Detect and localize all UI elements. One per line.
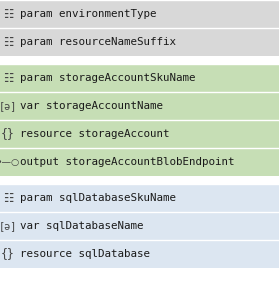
Bar: [0, 92, 279, 120]
Text: [ə]: [ə]: [0, 101, 17, 111]
Text: var storageAccountName: var storageAccountName: [20, 101, 163, 111]
Bar: [0, 184, 279, 212]
Text: ☷: ☷: [3, 72, 13, 84]
Text: resource sqlDatabase: resource sqlDatabase: [20, 249, 150, 259]
Text: param environmentType: param environmentType: [20, 9, 157, 19]
Text: output storageAccountBlobEndpoint: output storageAccountBlobEndpoint: [20, 157, 235, 167]
Text: resource storageAccount: resource storageAccount: [20, 129, 170, 139]
Bar: [0, 176, 279, 184]
Text: {}: {}: [1, 248, 15, 260]
Text: [ə]: [ə]: [0, 221, 17, 231]
Bar: [0, 64, 279, 92]
Bar: [0, 240, 279, 268]
Text: ☷: ☷: [3, 36, 13, 49]
Bar: [0, 56, 279, 64]
Text: ☷: ☷: [3, 8, 13, 20]
Text: ☷: ☷: [3, 191, 13, 205]
Text: {}: {}: [1, 127, 15, 141]
Text: var sqlDatabaseName: var sqlDatabaseName: [20, 221, 143, 231]
Text: •—○: •—○: [0, 157, 20, 166]
Bar: [0, 212, 279, 240]
Text: param resourceNameSuffix: param resourceNameSuffix: [20, 37, 176, 47]
Text: param storageAccountSkuName: param storageAccountSkuName: [20, 73, 196, 83]
Text: param sqlDatabaseSkuName: param sqlDatabaseSkuName: [20, 193, 176, 203]
Bar: [0, 0, 279, 28]
Bar: [0, 148, 279, 176]
Bar: [0, 120, 279, 148]
Bar: [0, 28, 279, 56]
